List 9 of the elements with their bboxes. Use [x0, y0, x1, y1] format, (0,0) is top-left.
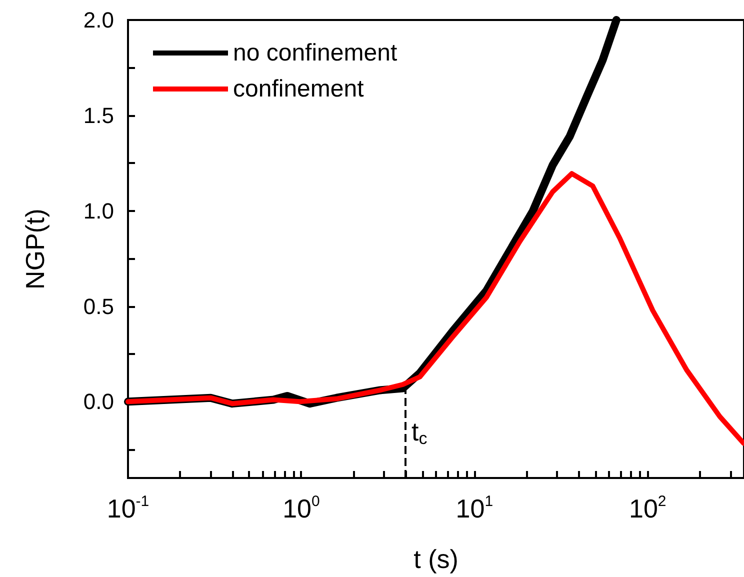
x-axis-title: t (s): [414, 544, 458, 574]
legend-label: confinement: [233, 76, 364, 102]
y-tick-label: 1.0: [83, 198, 114, 224]
y-axis-title: NGP(t): [20, 208, 50, 290]
y-tick-label: 2.0: [83, 8, 114, 32]
y-tick-label: 1.5: [83, 102, 114, 128]
y-tick-label: 0.5: [83, 294, 114, 319]
y-tick-label: 0.0: [83, 389, 114, 414]
legend-label: no confinement: [233, 40, 398, 66]
